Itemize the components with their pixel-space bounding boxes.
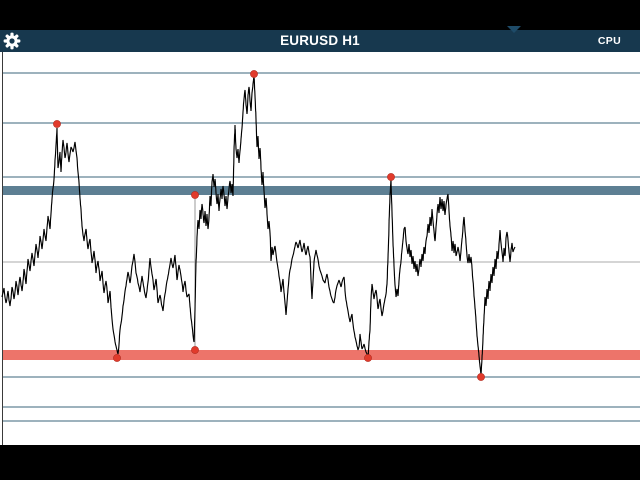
bottom-letterbox bbox=[0, 445, 640, 480]
top-letterbox bbox=[0, 0, 640, 30]
swing-dot bbox=[387, 173, 395, 181]
caret-down-icon[interactable] bbox=[507, 26, 521, 33]
swing-dot bbox=[53, 120, 61, 128]
swing-dot bbox=[250, 70, 258, 78]
price-chart[interactable] bbox=[0, 52, 640, 445]
demand-zone-band bbox=[2, 350, 640, 360]
price-line bbox=[1, 74, 516, 376]
chart-canvas bbox=[1, 52, 640, 445]
chart-title: EURUSD H1 bbox=[280, 33, 360, 48]
swing-dot bbox=[364, 354, 372, 362]
swing-dot bbox=[191, 346, 199, 354]
swing-dot bbox=[191, 191, 199, 199]
gear-icon bbox=[3, 32, 21, 50]
swing-dot bbox=[477, 373, 485, 381]
supply-zone-band bbox=[2, 186, 640, 195]
title-bar: EURUSD H1 CPU bbox=[0, 26, 640, 52]
swing-dot bbox=[113, 354, 121, 362]
cpu-indicator: CPU bbox=[597, 35, 621, 47]
settings-button[interactable] bbox=[2, 32, 22, 52]
